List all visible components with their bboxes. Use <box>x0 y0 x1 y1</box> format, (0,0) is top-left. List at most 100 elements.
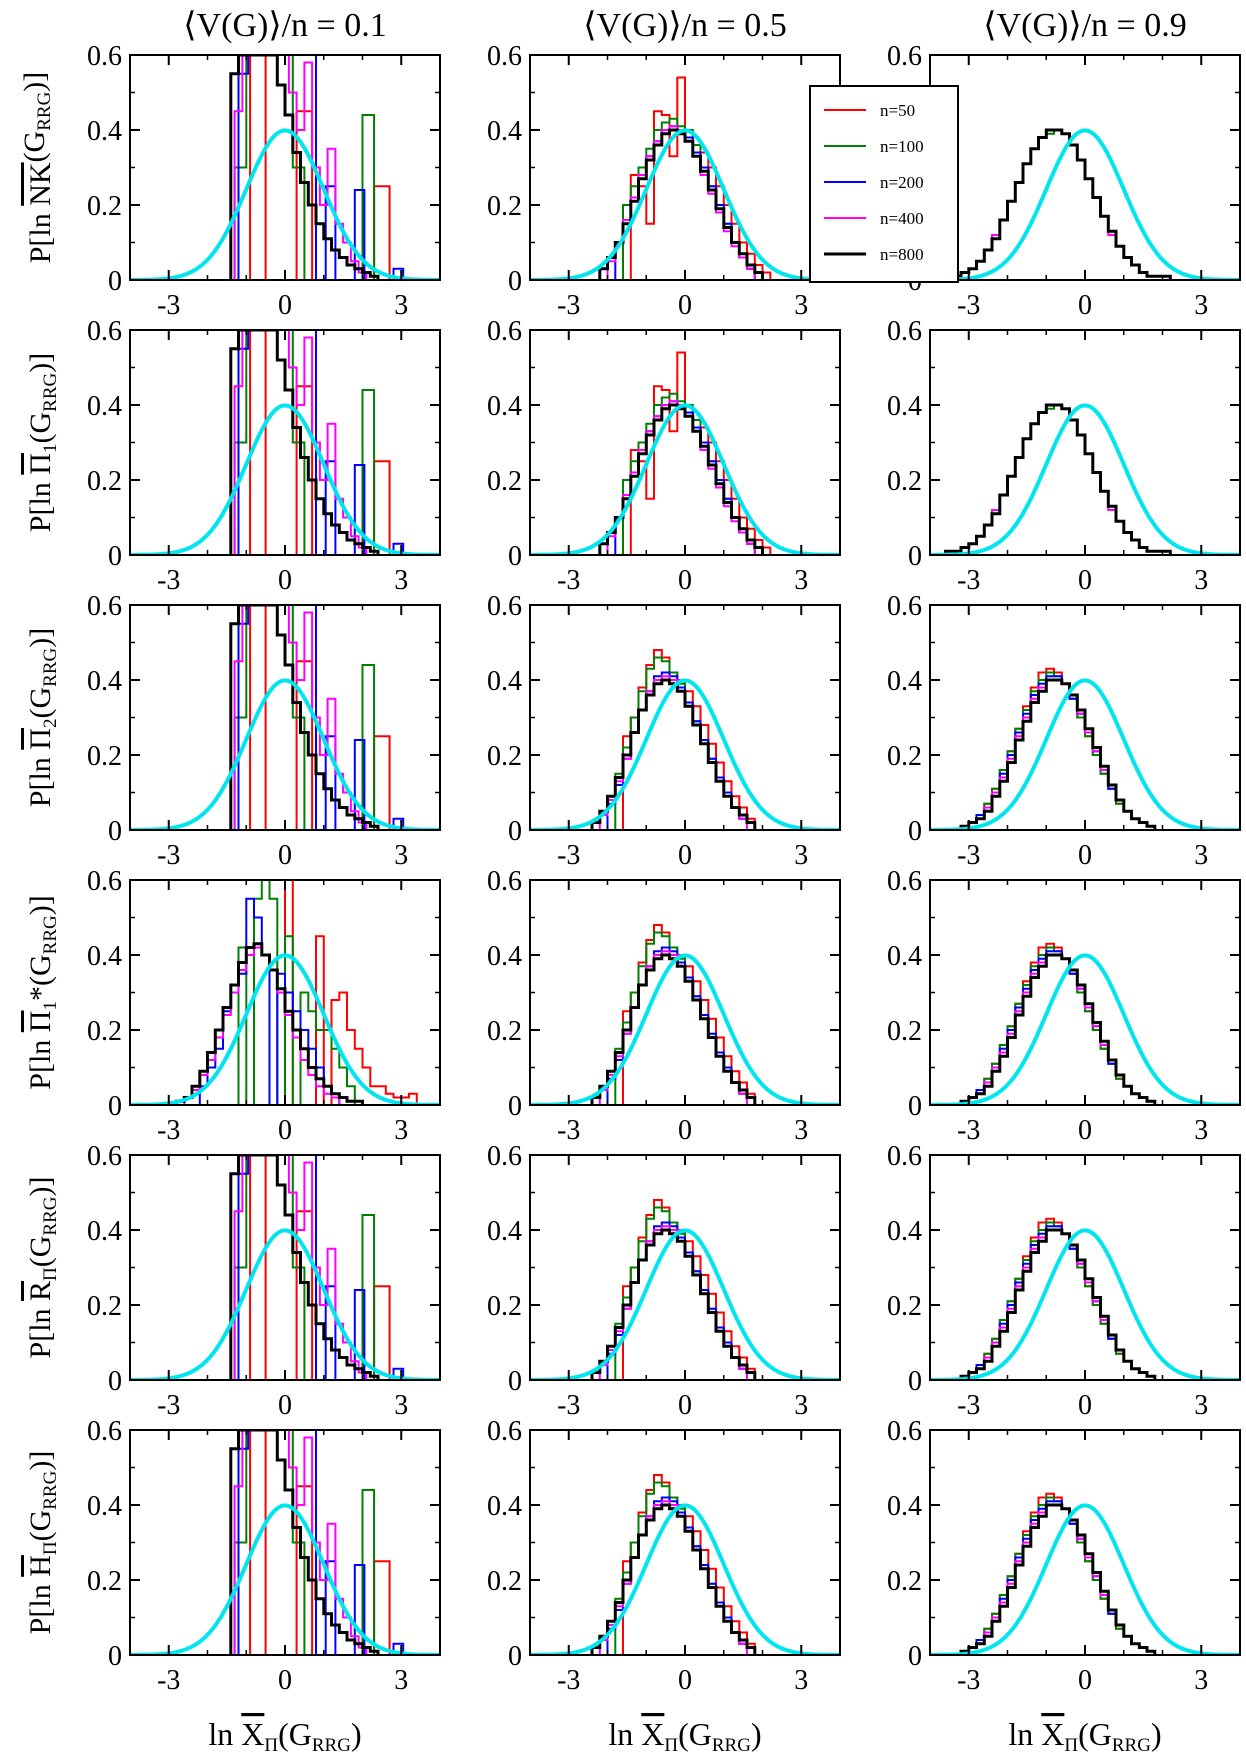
y-tick-label: 0.2 <box>887 1016 922 1047</box>
y-tick-label: 0.6 <box>887 866 922 897</box>
y-tick-label: 0.6 <box>87 316 122 347</box>
histogram-n-200 <box>614 125 756 280</box>
x-axis-label-part: X <box>241 1716 264 1752</box>
x-tick-label: 0 <box>678 840 692 871</box>
x-tick-label: 3 <box>1194 1665 1208 1696</box>
y-tick-label: 0.4 <box>487 116 522 147</box>
x-tick-label: -3 <box>957 840 980 871</box>
normal-reference-curve <box>930 678 1240 830</box>
normal-reference-curve <box>930 1228 1240 1380</box>
histogram-n-400 <box>598 1500 748 1655</box>
x-tick-label: 3 <box>794 565 808 596</box>
row-label-part: )] <box>24 1177 57 1197</box>
normal-reference-curve <box>130 678 440 830</box>
panel-r1-c1: 0 0.2 0.4 0.6 -3 0 3 <box>87 41 441 321</box>
panel-r6-c2: 0 0.2 0.4 0.6 -3 0 3 <box>487 1416 841 1696</box>
x-tick-label: -3 <box>557 1390 580 1421</box>
plot-area <box>530 351 840 555</box>
panel-r2-c3: 0 0.2 0.4 0.6 -3 0 3 <box>887 316 1241 596</box>
x-tick-label: 0 <box>1078 1665 1092 1696</box>
x-tick-label: 0 <box>278 1665 292 1696</box>
y-tick-label: 0 <box>108 816 122 847</box>
histogram-n-800 <box>590 953 757 1105</box>
row-label-part: (G <box>24 687 57 719</box>
y-tick-label: 0 <box>508 266 522 297</box>
row-labels: P[ln NK(GRRG)]P[ln Π1(GRRG)]P[ln Π2(GRRG… <box>18 72 61 1635</box>
normal-reference-curve <box>530 1503 840 1655</box>
panel-r4-c3: 0 0.2 0.4 0.6 -3 0 3 <box>887 866 1241 1146</box>
y-tick-label: 0.4 <box>87 1491 122 1522</box>
plot-area <box>530 1474 840 1655</box>
x-axis-label-part: (G <box>678 1716 712 1752</box>
y-tick-label: 0 <box>508 1366 522 1397</box>
y-tick-label: 0 <box>108 266 122 297</box>
histogram-n-100 <box>233 605 376 830</box>
y-tick-label: 0.6 <box>87 1141 122 1172</box>
normal-reference-curve <box>530 403 840 555</box>
histogram-n-50 <box>622 1474 756 1655</box>
x-tick-label: 3 <box>794 1390 808 1421</box>
y-tick-label: 0.2 <box>887 741 922 772</box>
x-axis-label-part: ln <box>208 1716 241 1752</box>
x-tick-label: -3 <box>157 290 180 321</box>
x-tick-label: 3 <box>394 565 408 596</box>
histogram-n-50 <box>960 667 1156 830</box>
x-tick-label: 0 <box>678 1115 692 1146</box>
y-tick-label: 0.6 <box>487 316 522 347</box>
y-tick-label: 0.2 <box>487 1566 522 1597</box>
histogram-n-50 <box>622 649 756 830</box>
y-tick-label: 0.4 <box>887 666 922 697</box>
panel-r1-c2: 0 0.2 0.4 0.6 -3 0 3 <box>487 41 841 321</box>
normal-reference-curve <box>930 953 1240 1105</box>
row-label-1: P[ln NK(GRRG)] <box>18 72 57 264</box>
y-tick-label: 0.4 <box>87 1216 122 1247</box>
row-label-part: 1 <box>40 1001 61 1011</box>
x-axis-label-part: RRG <box>312 1735 351 1756</box>
x-tick-label: 0 <box>678 290 692 321</box>
row-label-part: )] <box>24 353 57 373</box>
row-label-part: Π <box>40 1267 61 1281</box>
row-label-part: P[ln <box>24 1032 57 1090</box>
y-tick-label: 0.2 <box>887 1566 922 1597</box>
histogram-n-100 <box>960 1496 1156 1655</box>
histogram-n-200 <box>237 605 405 830</box>
histogram-n-100 <box>207 880 356 1105</box>
plot-area <box>130 55 440 280</box>
y-tick-label: 0 <box>908 541 922 572</box>
histogram-n-100 <box>960 946 1156 1105</box>
x-tick-label: 0 <box>678 1665 692 1696</box>
row-label-2: P[ln Π1(GRRG)] <box>24 353 61 532</box>
x-tick-label: 3 <box>394 1665 408 1696</box>
row-label-part: (G <box>24 412 57 444</box>
x-tick-label: 3 <box>1194 1115 1208 1146</box>
y-tick-label: 0.4 <box>487 1216 522 1247</box>
y-tick-label: 0.2 <box>487 1016 522 1047</box>
row-label-part: RRG <box>40 1196 61 1235</box>
x-axis-label-2: ln XΠ(GRRG) <box>608 1716 761 1756</box>
normal-reference-curve <box>130 1228 440 1380</box>
histogram-n-800 <box>229 55 380 280</box>
plot-area <box>130 1430 440 1655</box>
histogram-n-100 <box>233 330 376 555</box>
histogram-n-50 <box>960 942 1156 1105</box>
row-label-part: Π <box>40 1541 61 1555</box>
normal-reference-curve <box>130 953 440 1105</box>
y-tick-label: 0.6 <box>87 1416 122 1447</box>
histogram-n-800 <box>959 953 1157 1105</box>
y-tick-label: 0.6 <box>887 1141 922 1172</box>
histogram-n-200 <box>606 1221 748 1380</box>
histogram-n-400 <box>960 679 1156 830</box>
histogram-n-200 <box>237 330 405 555</box>
row-label-6: P[ln HΠ(GRRG)] <box>24 1451 61 1635</box>
x-tick-label: 3 <box>1194 290 1208 321</box>
histogram-n-50 <box>944 404 1172 555</box>
histogram-n-50 <box>960 1217 1156 1380</box>
row-label-part: (G <box>24 1236 57 1268</box>
plot-area <box>130 880 440 1105</box>
histogram-n-400 <box>960 1504 1156 1655</box>
row-label-part: RRG <box>40 1470 61 1509</box>
x-axis-label-3: ln XΠ(GRRG) <box>1008 1716 1161 1756</box>
row-label-part: )] <box>24 895 57 915</box>
row-label-part: R <box>24 1281 57 1301</box>
panel-r3-c1: 0 0.2 0.4 0.6 -3 0 3 <box>87 591 441 871</box>
